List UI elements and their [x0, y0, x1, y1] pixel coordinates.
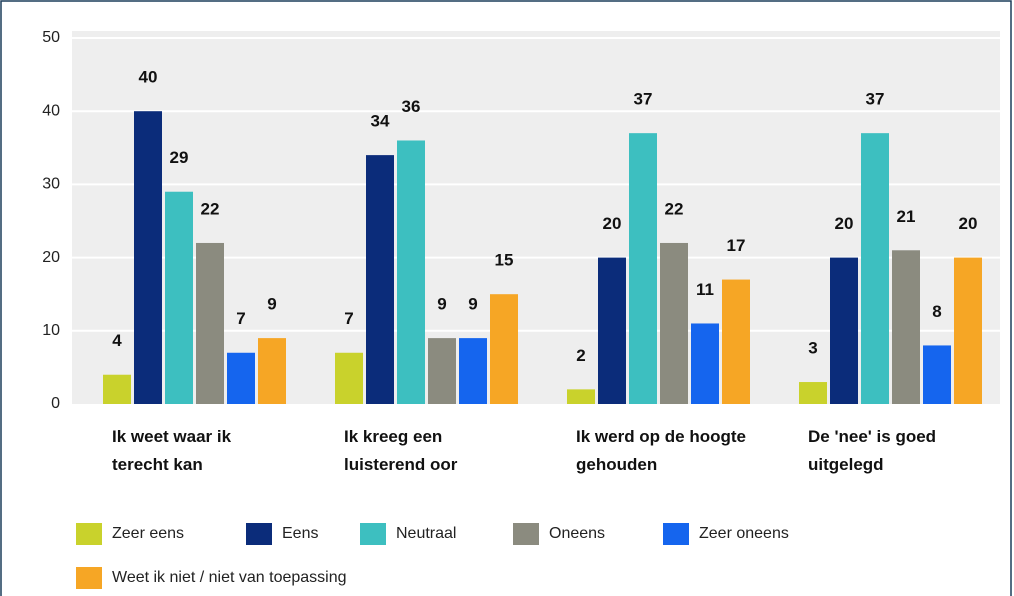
data-label: 15	[495, 251, 514, 270]
data-label: 22	[201, 199, 220, 218]
bar	[598, 257, 626, 404]
data-label: 21	[897, 207, 916, 226]
bar	[366, 155, 394, 404]
legend-item: Zeer oneens	[663, 523, 789, 545]
legend-swatch	[76, 523, 102, 545]
legend-label: Eens	[282, 525, 319, 542]
bar	[103, 374, 131, 404]
bar	[629, 133, 657, 404]
data-label: 9	[468, 295, 477, 314]
data-label: 11	[696, 280, 714, 299]
x-tick-label: Ik weet waar ik terecht kan	[112, 427, 232, 474]
bar	[165, 191, 193, 404]
bar	[691, 323, 719, 404]
x-tick-label: Ik kreeg een luisterend oor	[344, 427, 458, 474]
y-tick-label: 50	[42, 29, 60, 46]
bar	[799, 382, 827, 404]
bar	[258, 338, 286, 404]
legend-swatch	[513, 523, 539, 545]
legend-label: Zeer eens	[112, 525, 185, 542]
bar	[490, 294, 518, 404]
data-label: 40	[139, 68, 158, 87]
bar	[923, 345, 951, 404]
x-tick-label: De 'nee' is goed uitgelegd	[808, 427, 937, 474]
data-label: 17	[727, 236, 746, 255]
y-tick-label: 40	[42, 102, 60, 119]
data-label: 4	[112, 331, 122, 350]
bar	[134, 111, 162, 404]
bar	[428, 338, 456, 404]
legend-label: Zeer oneens	[699, 525, 789, 542]
legend-item: Weet ik niet / niet van toepassing	[76, 567, 347, 589]
data-label: 34	[371, 112, 390, 131]
bar	[954, 257, 982, 404]
data-label: 2	[576, 346, 585, 365]
legend-item: Zeer eens	[76, 523, 184, 545]
legend-swatch	[360, 523, 386, 545]
bar	[861, 133, 889, 404]
data-label: 36	[402, 97, 421, 116]
y-tick-label: 30	[42, 176, 60, 193]
bar	[397, 140, 425, 405]
legend-swatch	[663, 523, 689, 545]
data-label: 20	[835, 214, 854, 233]
data-label: 3	[808, 339, 817, 358]
bar	[830, 257, 858, 404]
data-label: 8	[932, 302, 941, 321]
data-label: 9	[267, 295, 276, 314]
data-label: 22	[665, 199, 684, 218]
data-label: 20	[959, 214, 978, 233]
legend-swatch	[76, 567, 102, 589]
y-tick-label: 20	[42, 249, 60, 266]
legend-label: Weet ik niet / niet van toepassing	[112, 569, 347, 586]
bar	[567, 389, 595, 404]
legend-item: Oneens	[513, 523, 605, 545]
legend-label: Neutraal	[396, 525, 457, 542]
bar	[335, 352, 363, 404]
bar	[722, 279, 750, 404]
bar	[892, 250, 920, 404]
legend-label: Oneens	[549, 525, 606, 542]
data-label: 20	[603, 214, 622, 233]
bar	[196, 242, 224, 404]
y-tick-label: 10	[42, 322, 60, 339]
data-label: 29	[170, 148, 189, 167]
legend-swatch	[246, 523, 272, 545]
data-label: 37	[634, 90, 653, 109]
bar	[459, 338, 487, 404]
x-tick-label: Ik werd op de hoogte gehouden	[576, 427, 747, 474]
data-label: 9	[437, 295, 446, 314]
legend-item: Eens	[246, 523, 318, 545]
y-tick-label: 0	[51, 395, 60, 412]
bar	[227, 352, 255, 404]
data-label: 7	[236, 309, 245, 328]
bar	[660, 242, 688, 404]
data-label: 7	[344, 309, 353, 328]
data-label: 37	[866, 90, 885, 109]
legend-item: Neutraal	[360, 523, 456, 545]
